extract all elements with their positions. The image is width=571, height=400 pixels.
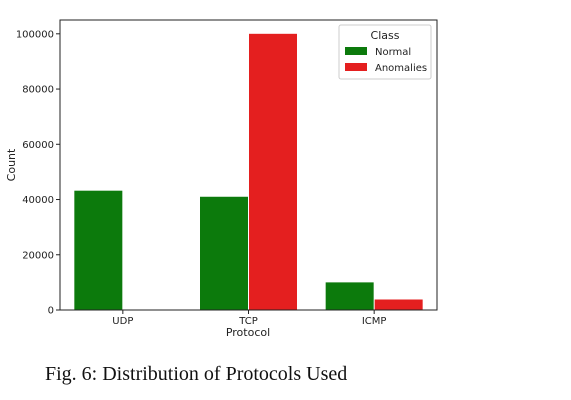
figure-caption: Fig. 6: Distribution of Protocols Used	[45, 363, 348, 385]
y-axis: 0 20000 40000 60000 80000 100000	[16, 29, 60, 317]
legend-label-normal: Normal	[375, 47, 411, 58]
bar-normal-tcp	[200, 196, 248, 310]
y-tick-label: 0	[48, 306, 54, 317]
bar-anomalies-tcp	[249, 33, 297, 311]
y-tick-label: 80000	[22, 85, 54, 96]
bar-normal-icmp	[325, 282, 374, 310]
y-axis-title: Count	[5, 148, 18, 181]
bar-normal-udp	[74, 190, 123, 310]
y-tick-label: 40000	[22, 195, 54, 206]
legend-title: Class	[371, 29, 400, 42]
bars-group	[74, 33, 423, 311]
legend-swatch-normal	[345, 47, 367, 55]
x-tick-label: UDP	[112, 316, 133, 327]
legend-swatch-anomalies	[345, 63, 367, 71]
x-axis: UDP TCP ICMP	[112, 310, 386, 327]
y-tick-label: 20000	[22, 250, 54, 261]
legend-label-anomalies: Anomalies	[375, 63, 427, 74]
x-axis-title: Protocol	[226, 326, 270, 339]
y-tick-label: 100000	[16, 29, 54, 40]
bar-anomalies-icmp	[374, 299, 423, 310]
y-tick-label: 60000	[22, 140, 54, 151]
legend: Class Normal Anomalies	[338, 24, 432, 80]
x-tick-label: ICMP	[362, 316, 387, 327]
x-tick-label: TCP	[238, 316, 258, 327]
